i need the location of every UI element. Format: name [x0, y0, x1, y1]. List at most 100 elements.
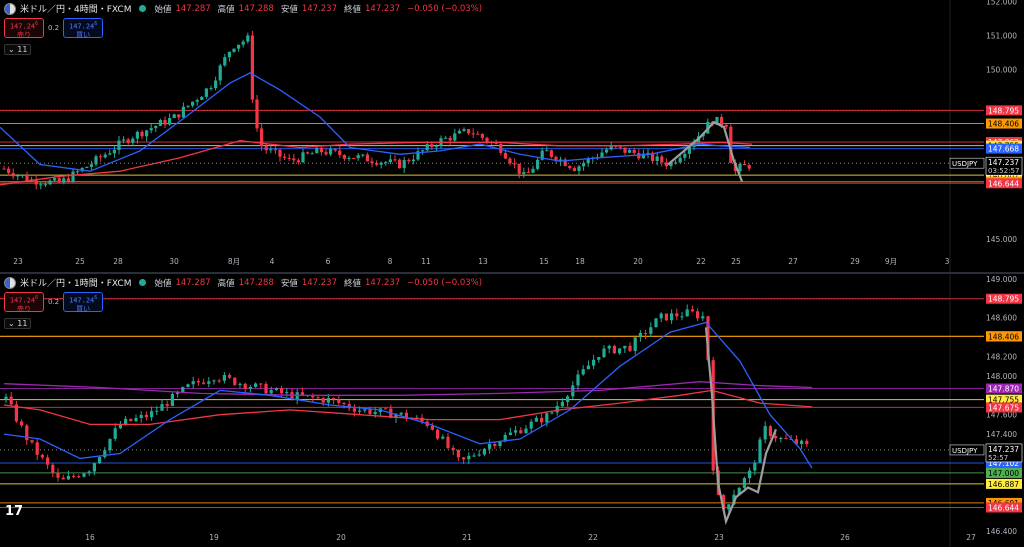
- candle: [399, 412, 403, 415]
- low-value: 147.237: [301, 277, 337, 288]
- candle: [514, 430, 518, 433]
- indicators-toggle-button[interactable]: ⌄ 11: [4, 44, 32, 55]
- price-chart-1h[interactable]: 149.000 148.600 148.200 148.000 147.600 147.4…: [0, 274, 1024, 547]
- candle: [315, 147, 319, 154]
- candle: [407, 159, 411, 162]
- candle: [20, 421, 24, 426]
- candle: [499, 143, 503, 153]
- candle: [232, 48, 236, 52]
- time-tick-label: 13: [478, 257, 488, 266]
- candle: [669, 162, 673, 167]
- current-price-badge: [985, 443, 1023, 463]
- candle: [264, 383, 268, 394]
- candle: [140, 131, 144, 137]
- tradingview-logo[interactable]: 17: [5, 504, 24, 519]
- price-tick-label: 148.000: [986, 372, 1017, 381]
- candle: [14, 404, 18, 422]
- spread-value: 0.2: [48, 298, 60, 306]
- candle: [566, 396, 570, 402]
- candle: [85, 166, 89, 168]
- candle: [680, 316, 684, 318]
- candle: [768, 426, 772, 437]
- time-tick-label: 9月: [885, 257, 897, 266]
- candle: [181, 386, 185, 392]
- candle: [678, 157, 682, 163]
- candle: [283, 156, 287, 158]
- candle: [421, 150, 425, 152]
- current-price-value: 147.237: [988, 158, 1019, 167]
- candle: [747, 165, 751, 169]
- pane-divider[interactable]: [0, 272, 1024, 274]
- buy-button[interactable]: 147.246 買い: [63, 292, 104, 313]
- buy-button[interactable]: 147.246 買い: [63, 18, 104, 39]
- price-chart-4h[interactable]: 152.000 151.000 150.000 145.000 148.795 148.4…: [0, 0, 1024, 272]
- sell-button[interactable]: 147.246 売り: [4, 18, 44, 39]
- candle: [319, 147, 323, 153]
- candle: [92, 463, 96, 472]
- candle: [664, 313, 668, 321]
- candle: [550, 412, 554, 414]
- candle: [534, 417, 538, 422]
- symbol-title[interactable]: 米ドル／円・4時間・FXCM: [20, 5, 132, 15]
- candle: [687, 146, 691, 154]
- price-level-badge: [986, 143, 1022, 154]
- candle: [758, 439, 762, 463]
- candle: [467, 129, 471, 134]
- chart-pane-1h[interactable]: 149.000 148.600 148.200 148.000 147.600 147.4…: [0, 274, 1024, 547]
- candle: [117, 140, 121, 150]
- candle: [456, 449, 460, 458]
- high-value: 147.288: [238, 3, 274, 14]
- open-label: 始値: [154, 278, 172, 289]
- candle: [264, 146, 268, 151]
- open-value: 147.287: [175, 277, 211, 288]
- candle: [545, 150, 549, 152]
- indicators-toggle-button[interactable]: ⌄ 11: [4, 318, 32, 329]
- candle: [46, 457, 50, 465]
- candle: [163, 120, 167, 125]
- candle: [531, 168, 535, 173]
- candle: [641, 153, 645, 159]
- candle: [238, 383, 242, 385]
- time-tick-label: 4: [270, 257, 275, 266]
- market-open-icon: [139, 279, 147, 286]
- candle: [696, 311, 700, 319]
- candle: [66, 178, 70, 182]
- candle: [118, 424, 122, 429]
- candle: [154, 125, 158, 129]
- countdown-timer: 52:57: [988, 454, 1008, 462]
- time-tick-label: 25: [75, 257, 85, 266]
- price-level-badge-label: 146.644: [988, 503, 1019, 512]
- candle: [724, 124, 728, 127]
- symbol-title[interactable]: 米ドル／円・1時間・FXCM: [20, 279, 132, 289]
- chart-pane-4h[interactable]: 152.000 151.000 150.000 145.000 148.795 148.4…: [0, 0, 1024, 272]
- candle: [310, 153, 314, 155]
- candle: [522, 172, 526, 174]
- candle: [134, 417, 138, 422]
- candle: [609, 145, 613, 150]
- low-label: 安値: [280, 4, 298, 15]
- candle: [172, 114, 176, 118]
- candle: [71, 171, 75, 182]
- candle: [11, 172, 15, 177]
- trade-buttons: 147.246 売り 0.2 147.246 買い: [4, 18, 104, 39]
- candle: [444, 137, 448, 139]
- candle: [493, 443, 497, 446]
- candle: [388, 159, 392, 163]
- candle: [715, 116, 719, 125]
- candle: [605, 149, 609, 153]
- sell-button[interactable]: 147.246 売り: [4, 292, 44, 313]
- price-tick-label: 152.000: [986, 0, 1017, 7]
- open-label: 始値: [154, 4, 172, 15]
- candle: [476, 133, 480, 135]
- candle: [66, 475, 70, 480]
- candle: [753, 462, 757, 471]
- candle: [748, 470, 752, 479]
- candle: [332, 398, 336, 400]
- candle: [462, 457, 466, 460]
- candle: [404, 412, 408, 419]
- candle: [168, 117, 172, 125]
- moving-average-fast: [3, 321, 813, 469]
- current-price-badge: [985, 156, 1023, 176]
- time-tick-label: 26: [840, 533, 850, 542]
- change-value: −0.050 (−0.03%): [407, 277, 483, 288]
